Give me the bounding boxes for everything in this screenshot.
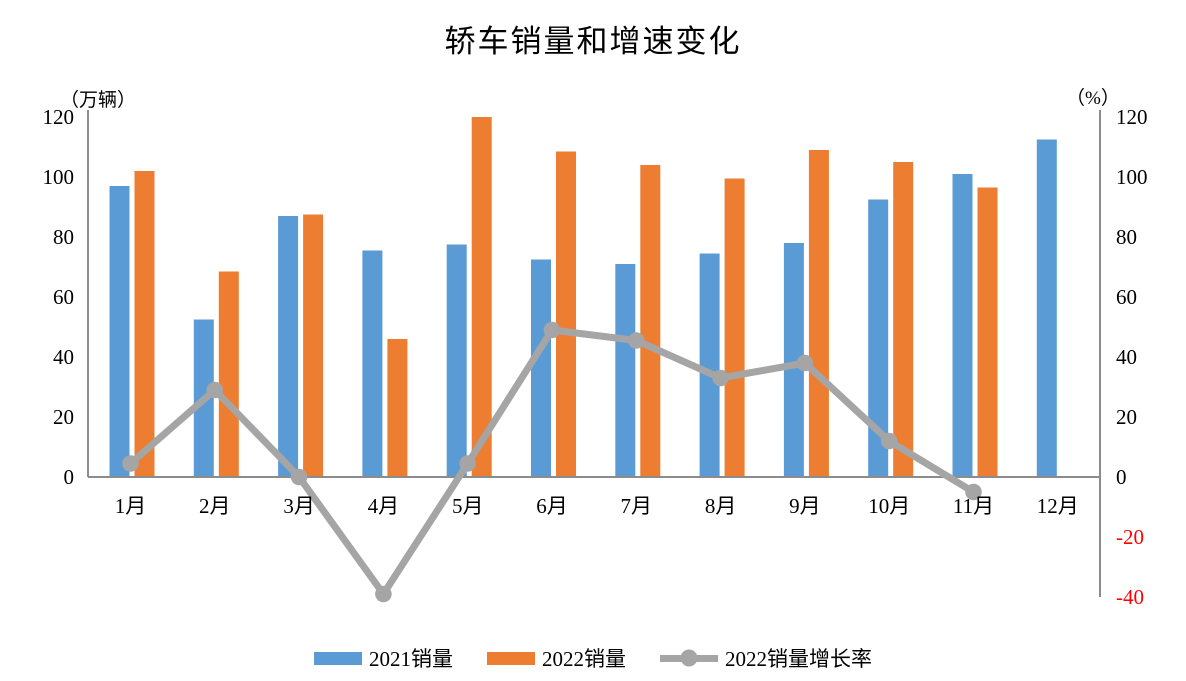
left-axis-tick-0: 0: [64, 465, 75, 489]
right-axis-tick--20: -20: [1116, 525, 1144, 549]
legend: 2021销量 2022销量 2022销量增长率: [0, 643, 1186, 673]
bar-2022销量-11月: [977, 187, 998, 477]
legend-swatch-2022-sales: [487, 651, 535, 665]
x-axis-label-3月: 3月: [283, 494, 315, 518]
x-axis-label-2月: 2月: [199, 494, 231, 518]
legend-item-2022-sales: 2022销量: [487, 643, 626, 673]
bar-2022销量-2月: [218, 271, 239, 477]
bar-2021销量-5月: [446, 244, 467, 477]
bar-2022销量-10月: [893, 162, 914, 477]
bar-2021销量-10月: [868, 199, 889, 477]
bar-2022销量-6月: [556, 151, 576, 477]
bar-2021销量-3月: [278, 216, 299, 477]
legend-swatch-2021-sales: [314, 651, 362, 665]
left-axis-unit-label: （万辆）: [60, 90, 137, 111]
left-axis-tick-120: 120: [43, 105, 75, 129]
legend-line-dot: [680, 649, 698, 667]
growth-marker-7月: [628, 332, 645, 349]
left-axis-tick-20: 20: [53, 405, 74, 429]
left-axis-tick-100: 100: [43, 165, 75, 189]
bar-2022销量-9月: [808, 150, 829, 477]
x-axis-label-12月: 12月: [1037, 494, 1079, 518]
legend-line-marker-swatch: [660, 649, 718, 667]
legend-item-2021-sales: 2021销量: [314, 643, 453, 673]
bar-2021销量-8月: [699, 253, 720, 477]
right-axis-tick-60: 60: [1116, 285, 1137, 309]
bar-2022销量-5月: [471, 117, 492, 477]
left-axis-tick-40: 40: [53, 345, 74, 369]
legend-item-growth-rate: 2022销量增长率: [660, 643, 872, 673]
x-axis-label-9月: 9月: [789, 494, 821, 518]
x-axis-label-4月: 4月: [368, 494, 400, 518]
right-axis-tick-120: 120: [1116, 105, 1148, 129]
bar-2022销量-1月: [134, 171, 155, 477]
left-axis-tick-60: 60: [53, 285, 74, 309]
legend-label-2022-sales: 2022销量: [542, 647, 626, 671]
bar-2022销量-7月: [640, 165, 661, 477]
x-axis-label-8月: 8月: [705, 494, 737, 518]
growth-marker-4月: [375, 585, 392, 603]
bar-2022销量-8月: [724, 178, 745, 477]
right-axis-tick-0: 0: [1116, 465, 1127, 489]
legend-label-2021-sales: 2021销量: [369, 647, 453, 671]
x-axis-label-5月: 5月: [452, 494, 484, 518]
x-axis-label-7月: 7月: [621, 494, 653, 518]
growth-marker-1月: [122, 455, 139, 472]
right-axis-tick-100: 100: [1116, 165, 1148, 189]
right-axis-tick-80: 80: [1116, 225, 1137, 249]
growth-marker-6月: [543, 321, 561, 339]
right-axis-tick-20: 20: [1116, 405, 1137, 429]
growth-marker-5月: [459, 455, 477, 472]
bar-2021销量-9月: [783, 243, 804, 477]
bar-2021销量-6月: [531, 259, 551, 477]
bar-2022销量-4月: [387, 339, 408, 477]
growth-marker-8月: [712, 369, 729, 387]
growth-line: [128, 326, 976, 598]
x-axis-label-1月: 1月: [115, 494, 147, 518]
x-axis-label-10月: 10月: [868, 494, 910, 518]
growth-marker-10月: [880, 432, 898, 450]
bar-2021销量-1月: [109, 186, 130, 477]
legend-label-growth-rate: 2022销量增长率: [725, 647, 872, 671]
right-axis-unit-label: （%）: [1066, 88, 1120, 109]
x-axis-label-6月: 6月: [536, 494, 568, 518]
bar-2021销量-7月: [615, 264, 636, 477]
left-axis-tick-80: 80: [53, 225, 74, 249]
growth-marker-2月: [206, 381, 224, 399]
growth-marker-11月: [965, 483, 982, 501]
bar-2021销量-11月: [952, 174, 973, 477]
growth-marker-3月: [290, 468, 308, 486]
chart-title: 轿车销量和增速变化: [444, 24, 742, 59]
bar-2022销量-3月: [303, 214, 324, 477]
right-axis-tick--40: -40: [1116, 585, 1144, 609]
bar-2021销量-12月: [1036, 139, 1057, 477]
growth-marker-9月: [796, 354, 814, 372]
x-axis-label-11月: 11月: [953, 494, 994, 518]
bar-2021销量-4月: [362, 250, 383, 477]
right-axis-tick-40: 40: [1116, 345, 1137, 369]
